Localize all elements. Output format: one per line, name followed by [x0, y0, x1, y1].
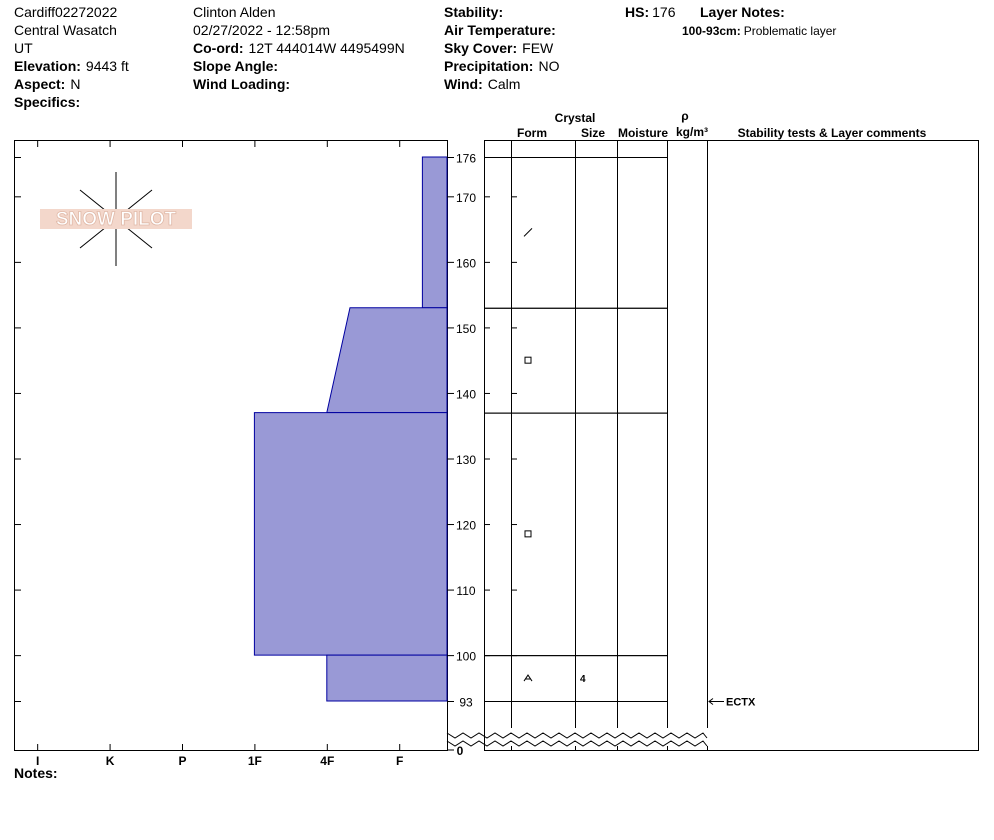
grain-size: 4: [580, 674, 586, 685]
axis-break-line: [446, 740, 708, 747]
y-tick-label: 150: [456, 322, 476, 336]
column-header: Form: [517, 126, 547, 140]
x-tick-label: K: [106, 754, 115, 768]
field-label: Stability:: [444, 4, 503, 20]
x-tick-label: I: [36, 754, 39, 768]
hs: HS: 176: [625, 4, 676, 20]
x-tick-label: 1F: [248, 754, 262, 768]
x-tick-label: 4F: [320, 754, 334, 768]
hardness-layer: [421, 156, 448, 309]
y-tick-label: 100: [456, 650, 476, 664]
field-label: Aspect:: [14, 76, 65, 92]
field-value: 12T 444014W 4495499N: [249, 40, 405, 56]
header-field: Central Wasatch: [14, 22, 117, 38]
logo-band: [40, 209, 192, 229]
field-value: NO: [538, 58, 559, 74]
field-value: FEW: [522, 40, 554, 56]
field-value: Cardiff02272022: [14, 4, 117, 20]
header-field: Clinton Alden: [193, 4, 276, 20]
field-label: Wind Loading:: [193, 76, 290, 92]
y-tick-label: 140: [456, 387, 476, 401]
grain-form: [523, 228, 533, 237]
test-arrow: [708, 698, 724, 705]
test-label: ECTX: [726, 697, 756, 709]
field-value: Clinton Alden: [193, 4, 276, 20]
header-field: Air Temperature:: [444, 22, 556, 38]
y-tick-label: 160: [456, 256, 476, 270]
note-label: 100-93cm:: [682, 24, 741, 38]
column-header: Crystal: [555, 111, 596, 125]
hs-value: 176: [652, 4, 676, 20]
field-value: 02/27/2022 - 12:58pm: [193, 22, 330, 38]
field-label: Precipitation:: [444, 58, 533, 74]
field-value: Central Wasatch: [14, 22, 117, 38]
hardness-layer: [253, 412, 448, 656]
y-tick-label: 130: [456, 453, 476, 467]
field-label: Elevation:: [14, 58, 81, 74]
header-field: Wind: Calm: [444, 76, 520, 92]
y-tick-label: 110: [456, 584, 475, 598]
y-tick-label: 93: [459, 696, 473, 710]
field-value: UT: [14, 40, 33, 56]
field-value: Calm: [488, 76, 521, 92]
column-header: Stability tests & Layer comments: [738, 126, 927, 140]
header-field: Sky Cover: FEW: [444, 40, 554, 56]
header-field: Stability:: [444, 4, 503, 20]
field-label: Wind:: [444, 76, 483, 92]
header-field: Wind Loading:: [193, 76, 290, 92]
header-field: Elevation: 9443 ft: [14, 58, 129, 74]
hs-label: HS:: [625, 4, 649, 20]
field-value: N: [70, 76, 80, 92]
column-header: Moisture: [618, 126, 668, 140]
field-label: Sky Cover:: [444, 40, 517, 56]
layer-note: 100-93cm: Problematic layer: [682, 24, 836, 38]
axis-break-line: [446, 732, 708, 739]
header-field: Cardiff02272022: [14, 4, 117, 20]
notes-label: Notes:: [14, 765, 58, 781]
field-label: Slope Angle:: [193, 58, 278, 74]
x-tick-label: F: [396, 754, 403, 768]
column-header: kg/m³: [676, 125, 708, 139]
header-field: Slope Angle:: [193, 58, 278, 74]
y-floor-label: 0: [457, 744, 464, 758]
grain-form: [524, 356, 532, 364]
field-value: 9443 ft: [86, 58, 129, 74]
y-tick-label: 120: [456, 519, 476, 533]
x-tick-label: P: [178, 754, 186, 768]
hardness-layer: [326, 654, 448, 702]
header-field: Specifics:: [14, 94, 80, 110]
header-field: Co-ord: 12T 444014W 4495499N: [193, 40, 405, 56]
header-field: Precipitation: NO: [444, 58, 560, 74]
header-field: Aspect: N: [14, 76, 80, 92]
layer-table-frame: [484, 140, 979, 751]
column-header: ρ: [681, 109, 688, 123]
column-header: Size: [581, 126, 605, 140]
field-label: Air Temperature:: [444, 22, 556, 38]
y-tick-label: 176: [456, 152, 476, 166]
grain-form: [524, 530, 532, 538]
header-field: UT: [14, 40, 33, 56]
layer-notes-label: Layer Notes:: [700, 4, 785, 20]
field-label: Co-ord:: [193, 40, 244, 56]
logo-text: SNOW PILOT: [56, 209, 177, 230]
field-label: Specifics:: [14, 94, 80, 110]
grain-form: [523, 674, 533, 682]
y-tick-label: 170: [456, 191, 476, 205]
note-value: Problematic layer: [744, 24, 837, 38]
logo: [40, 172, 192, 266]
header-field: 02/27/2022 - 12:58pm: [193, 22, 330, 38]
